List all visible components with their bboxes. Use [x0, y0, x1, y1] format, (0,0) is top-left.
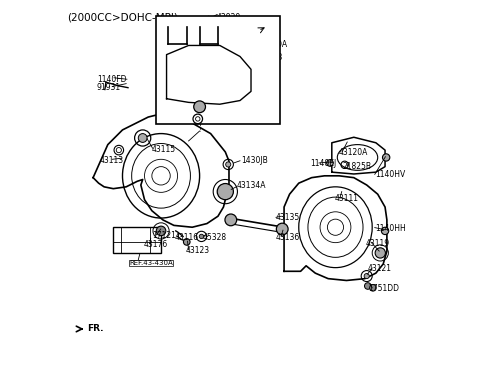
Text: 1430JB: 1430JB [241, 155, 267, 165]
Text: 43135: 43135 [276, 213, 300, 222]
Circle shape [199, 234, 204, 239]
Circle shape [370, 285, 376, 291]
Text: 1125DA: 1125DA [258, 40, 288, 49]
Circle shape [225, 214, 237, 226]
Text: FR.: FR. [87, 324, 104, 333]
Text: 43121: 43121 [368, 264, 392, 273]
Text: 91931B: 91931B [254, 53, 283, 62]
Text: 91931: 91931 [96, 83, 120, 92]
Text: 21825B: 21825B [342, 162, 371, 171]
Circle shape [383, 154, 390, 161]
Circle shape [364, 273, 369, 279]
Circle shape [138, 134, 147, 142]
Text: 43134A: 43134A [237, 181, 266, 190]
Circle shape [382, 227, 389, 235]
Text: 43120A: 43120A [338, 148, 368, 157]
Text: 43123: 43123 [186, 246, 210, 255]
Text: 43111: 43111 [335, 195, 359, 204]
Text: 43929: 43929 [180, 48, 205, 57]
Text: 43714B: 43714B [199, 100, 228, 110]
Circle shape [327, 160, 333, 166]
Circle shape [183, 239, 190, 245]
Text: 1140HV: 1140HV [375, 170, 406, 179]
Text: 43136: 43136 [276, 233, 300, 242]
Text: 43119: 43119 [366, 239, 390, 248]
Circle shape [217, 184, 233, 200]
Text: 43115: 43115 [151, 145, 175, 154]
Circle shape [156, 226, 166, 236]
Text: REF.43-430A: REF.43-430A [129, 260, 173, 266]
Circle shape [276, 223, 288, 235]
Text: 17121: 17121 [153, 231, 177, 240]
Circle shape [375, 248, 385, 258]
Text: 1751DD: 1751DD [368, 284, 399, 293]
Text: 43929: 43929 [165, 42, 189, 51]
Circle shape [226, 162, 231, 167]
Text: 43176: 43176 [144, 240, 168, 249]
Text: 1140FD: 1140FD [97, 75, 127, 84]
Text: 1140HH: 1140HH [375, 224, 406, 233]
Text: 1140EJ: 1140EJ [311, 159, 337, 168]
Text: 45328: 45328 [203, 233, 227, 242]
Bar [156, 16, 280, 124]
Text: 43920: 43920 [216, 13, 240, 23]
Circle shape [364, 283, 371, 289]
Text: (2000CC>DOHC-MPI): (2000CC>DOHC-MPI) [67, 13, 178, 23]
Text: 43113: 43113 [100, 155, 124, 165]
Circle shape [194, 101, 205, 112]
Bar [113, 227, 161, 253]
Text: 43116: 43116 [175, 233, 199, 242]
Text: 43838: 43838 [193, 111, 217, 121]
